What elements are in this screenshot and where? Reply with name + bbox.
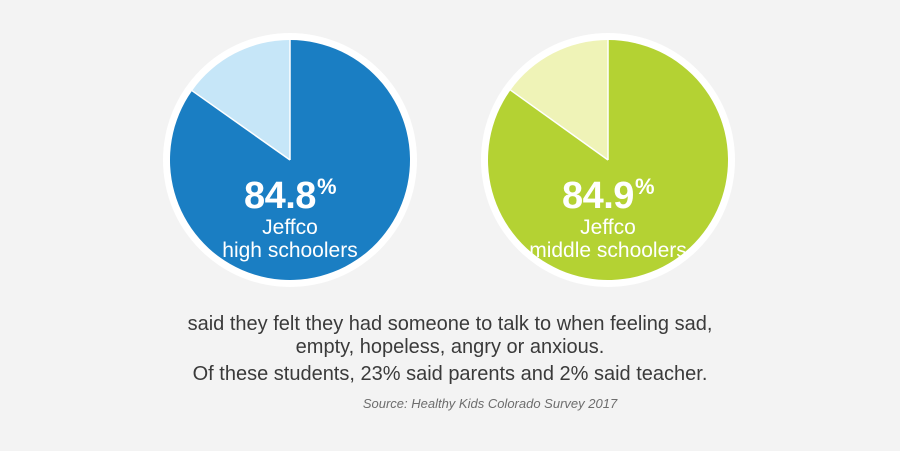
pie-slice-remainder [192,40,290,160]
caption-line-3: Of these students, 23% said parents and … [192,363,708,385]
slice-separator [510,89,609,161]
pie-chart-middle-schoolers [481,33,735,287]
pie-slice-remainder [510,40,608,160]
source-note: Source: Healthy Kids Colorado Survey 201… [362,396,618,411]
pie-chart-high-schoolers [163,33,417,287]
caption-line-2: empty, hopeless, angry or anxious. [295,336,605,358]
percentage-value: 84.9% [561,174,655,217]
group-label-line-2: middle schoolers [529,239,687,262]
slice-separator [191,90,291,161]
pie-label-middle-schoolers: 84.9% Jeffco middle schoolers [508,167,708,262]
group-label-line-1: Jeffco [580,216,636,239]
percentage-value: 84.8% [243,174,337,217]
caption-line-1: said they felt they had someone to talk … [187,313,713,335]
group-label-line-2: high schoolers [222,239,358,262]
pie-label-high-schoolers: 84.8% Jeffco high schoolers [190,167,390,262]
group-label-line-1: Jeffco [262,216,318,239]
